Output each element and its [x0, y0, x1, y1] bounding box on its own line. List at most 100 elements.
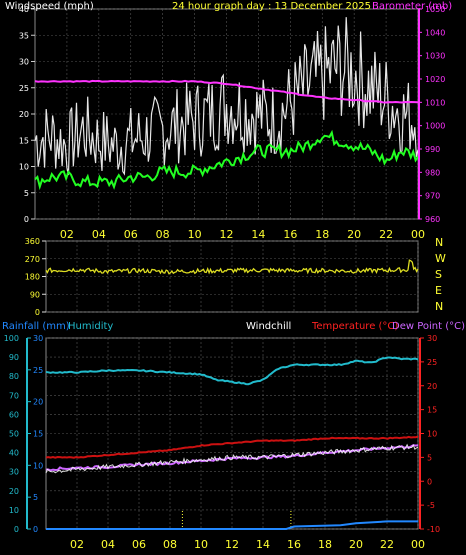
wind-xtick-label: 12: [220, 228, 234, 241]
wind-xtick-label: 18: [315, 228, 329, 241]
direction-panel-series: [45, 259, 419, 275]
humidity-label: Humidity: [68, 321, 113, 332]
rainfall-label: Rainfall (mm): [2, 321, 70, 332]
temp-ytick-label: -5: [427, 501, 435, 510]
wind-ytick-label: 5: [24, 189, 29, 198]
temp-panel-series: [45, 356, 419, 530]
wind-xtick-label: 08: [156, 228, 170, 241]
humidity-ytick-label: 30: [9, 468, 19, 477]
humidity-ytick-label: 10: [9, 506, 19, 515]
temp-xtick-label: 22: [380, 538, 394, 551]
dir-ytick-label: 270: [25, 255, 40, 264]
wind-xtick-label: 20: [347, 228, 361, 241]
rain-ytick-label: 10: [33, 461, 43, 470]
humidity-ytick-label: 60: [9, 410, 19, 419]
barometer-series: [34, 79, 419, 104]
wind-xtick-label: 22: [379, 228, 393, 241]
rain-ytick-label: 20: [33, 398, 43, 407]
wind-panel-series: [34, 17, 419, 191]
rain-ytick-label: 0: [33, 525, 38, 534]
wind-xtick-label: 04: [92, 228, 106, 241]
wind-gust-series: [34, 129, 419, 191]
wind-xtick-label: 02: [60, 228, 74, 241]
temp-ytick-label: 20: [427, 382, 437, 391]
wind-ytick-label: 30: [19, 58, 29, 67]
temp-xtick-label: 08: [163, 538, 177, 551]
windspeed-series: [34, 17, 419, 176]
baro-ytick-label: 970: [425, 192, 440, 201]
baro-ytick-label: 1040: [425, 28, 445, 37]
compass-label: W: [435, 252, 446, 265]
wind-ytick-label: 10: [19, 163, 29, 172]
baro-ytick-label: 980: [425, 168, 440, 177]
baro-ytick-label: 1000: [425, 122, 445, 131]
barometer-label: Barometer (mb): [372, 1, 452, 12]
wind-xtick-label: 00: [411, 228, 425, 241]
humidity-ytick-label: 80: [9, 372, 19, 381]
temp-ytick-label: 5: [427, 453, 432, 462]
temp-xtick-label: 14: [256, 538, 270, 551]
wind-xtick-label: 10: [188, 228, 202, 241]
windchill-label: Windchill: [246, 321, 291, 332]
humidity-ytick-label: 50: [9, 430, 19, 439]
rain-ytick-label: 30: [33, 334, 43, 343]
humidity-ytick-label: 40: [9, 449, 19, 458]
temp-xtick-label: 04: [101, 538, 115, 551]
temp-xtick-label: 10: [194, 538, 208, 551]
dewpoint-label: Dew Point (°C): [392, 321, 465, 332]
baro-ytick-label: 960: [425, 215, 440, 224]
baro-ytick-label: 990: [425, 145, 440, 154]
humidity-ytick-label: 70: [9, 391, 19, 400]
baro-ytick-label: 1050: [425, 5, 445, 14]
dir-ytick-label: 0: [35, 308, 40, 317]
temp-xtick-label: 12: [225, 538, 239, 551]
temp-xtick-label: 16: [287, 538, 301, 551]
humidity-ytick-label: 90: [9, 353, 19, 362]
rain-ytick-label: 15: [33, 430, 43, 439]
baro-ytick-label: 1020: [425, 75, 445, 84]
windspeed-label: Windspeed (mph): [5, 1, 94, 12]
temp-xtick-label: 18: [318, 538, 332, 551]
wind-ytick-label: 20: [19, 110, 29, 119]
wind-xtick-label: 06: [124, 228, 138, 241]
compass-label: E: [435, 284, 442, 297]
temp-ytick-label: -10: [427, 525, 440, 534]
graph-title: 24 hour graph day : 13 December 2025: [172, 1, 371, 12]
wind-ytick-label: 35: [19, 31, 29, 40]
temperature-series: [45, 435, 419, 459]
rainfall-series: [46, 520, 418, 530]
temp-xtick-label: 02: [70, 538, 84, 551]
temp-panel-grid: [46, 337, 419, 530]
temp-ytick-label: 0: [427, 477, 432, 486]
humidity-series: [45, 356, 419, 386]
wind-ytick-label: 0: [24, 215, 29, 224]
temp-xtick-label: 20: [349, 538, 363, 551]
compass-label: N: [435, 300, 443, 313]
wind-ytick-label: 15: [19, 136, 29, 145]
dir-ytick-label: 360: [25, 237, 40, 246]
baro-ytick-label: 1030: [425, 52, 445, 61]
compass-label: S: [435, 268, 442, 281]
wind-panel-axes: 0510152025303540960970980990100010101020…: [19, 5, 446, 241]
temp-ytick-label: 10: [427, 430, 437, 439]
humidity-ytick-label: 100: [4, 334, 19, 343]
temp-xtick-label: 00: [411, 538, 425, 551]
temp-ytick-label: 30: [427, 334, 437, 343]
humidity-ytick-label: 0: [14, 525, 19, 534]
wind-xtick-label: 16: [283, 228, 297, 241]
temperature-label: Temperature (°C): [311, 321, 398, 332]
wind-xtick-label: 14: [251, 228, 265, 241]
dir-ytick-label: 180: [25, 273, 40, 282]
dir-ytick-label: 90: [30, 290, 40, 299]
baro-ytick-label: 1010: [425, 98, 445, 107]
compass-label: N: [435, 236, 443, 249]
temp-ytick-label: 15: [427, 406, 437, 415]
temp-panel-axes: 0102030405060708090100051015202530-10-50…: [4, 334, 440, 551]
direction-panel-grid: [46, 240, 419, 313]
windchill-series: [45, 443, 419, 474]
temp-ytick-label: 25: [427, 358, 437, 367]
wind-direction-series: [45, 259, 419, 275]
